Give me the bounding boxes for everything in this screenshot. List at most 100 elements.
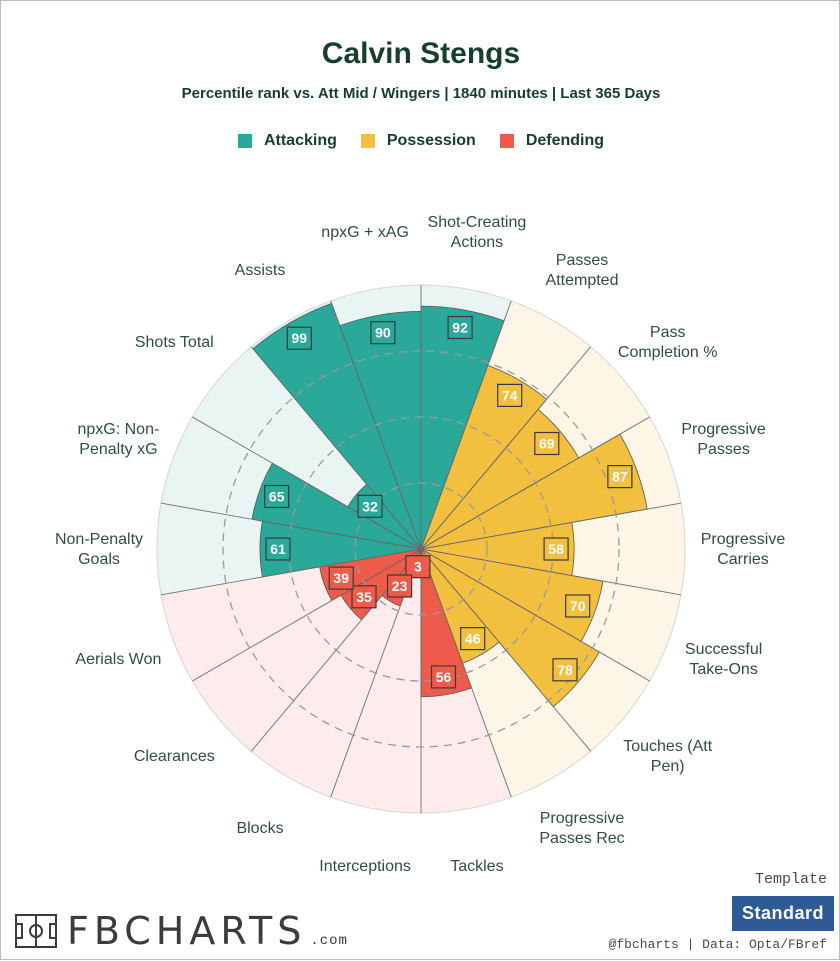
category-label-line: Completion % [618,344,718,361]
category-label-line: Take-Ons [689,661,757,678]
chart-title: Calvin Stengs [321,37,521,70]
spoke [420,300,512,550]
category-label-progressive-carries: Progressive Carries [701,531,786,568]
category-label-touches-att-pen: Touches (Att Pen) [623,738,712,775]
category-label-line: Pen) [651,758,685,775]
value-label-shots-total: 32 [357,494,383,518]
category-label-line: Passes [697,441,749,458]
legend-item-possession: Possession [360,132,476,150]
value-label-passes-attempted: 74 [497,383,523,407]
category-label-non-penalty-goals: Non-Penalty Goals [55,531,143,568]
legend-swatch-defending [499,134,514,148]
value-text-clearances: 35 [356,589,372,605]
spoke [420,548,682,596]
value-box-tackles [430,665,457,689]
value-box-clearances [351,585,377,609]
category-label-line: Progressive [701,531,786,548]
value-text-interceptions: 3 [414,559,422,575]
category-label-interceptions: Interceptions [319,858,411,875]
value-text-shot-creating-actions: 92 [452,320,468,336]
value-label-tackles: 56 [430,665,457,689]
value-label-non-penalty-goals: 61 [265,537,291,561]
data-credit: @fbcharts | Data: Opta/FBref [608,937,827,952]
value-label-clearances: 35 [351,585,377,609]
category-label-line: npxG: Non- [77,421,159,438]
value-text-assists: 99 [292,330,308,346]
spoke [420,502,682,550]
value-text-pass-completion: 69 [539,436,555,452]
category-label-line: Aerials Won [75,651,161,668]
value-labels: 92 74 69 87 58 70 78 46 56 3 23 35 39 61 65 32 99 90 [264,315,633,689]
spoke [250,346,422,550]
value-label-successful-take-ons: 70 [565,594,591,618]
grid-ring-75 [222,350,620,748]
pitch-icon [15,914,57,948]
category-label-passes-attempted: Passes Attempted [546,252,619,289]
spoke [420,346,592,550]
value-box-non-penalty-goals [265,537,291,561]
value-text-passes-attempted: 74 [502,387,518,403]
value-label-touches-att-pen: 78 [552,658,578,682]
value-text-tackles: 56 [436,669,452,685]
legend-swatch-attacking [237,134,252,148]
value-text-successful-take-ons: 70 [570,598,586,614]
category-label-shots-total: Shots Total [135,334,214,351]
legend-label-defending: Defending [525,132,605,149]
category-label-line: Tackles [450,858,503,875]
value-label-progressive-carries: 58 [543,537,569,561]
value-label-assists: 99 [286,326,312,350]
category-label-aerials-won: Aerials Won [75,651,161,668]
value-label-npxg-xag: 90 [370,321,396,345]
category-label-npxg-xag: npxG + xAG [321,224,409,241]
category-label-line: Progressive [681,421,766,438]
category-label-line: Interceptions [319,858,411,875]
legend-swatch-possession [360,134,375,148]
category-label-clearances: Clearances [134,748,215,765]
category-label-line: Blocks [236,820,283,837]
value-label-progressive-passes: 87 [607,465,633,489]
value-box-progressive-passes-rec [460,626,486,651]
category-label-line: Successful [685,641,762,658]
value-box-blocks [387,574,413,598]
template-button[interactable]: Standard [732,896,834,931]
fbcharts-logo[interactable]: FBCHARTS .com [15,911,348,951]
value-text-shots-total: 32 [362,498,378,514]
value-text-npxg-xag: 90 [375,325,391,341]
category-labels: Shot-Creating Actions Passes Attempted Pass C… [55,214,785,875]
value-label-pass-completion: 69 [534,431,560,456]
value-text-non-penalty-goals: 61 [270,541,286,557]
chart-subtitle: Percentile rank vs. Att Mid / Wingers | … [181,85,661,102]
category-label-line: Touches (Att [623,738,712,755]
legend-label-possession: Possession [386,132,476,149]
category-label-line: Attempted [546,272,619,289]
category-label-progressive-passes-rec: Progressive Passes Rec [539,810,624,847]
legend-item-attacking: Attacking [237,132,337,150]
value-text-blocks: 23 [392,578,408,594]
spoke [192,548,422,682]
logo-text: FBCHARTS [67,909,307,953]
value-box-touches-att-pen [552,658,578,682]
value-text-progressive-carries: 58 [548,541,564,557]
logo-domain: .com [310,933,348,949]
category-label-shot-creating-actions: Shot-Creating Actions [428,214,527,251]
category-label-line: Goals [78,551,120,568]
category-label-line: Penalty xG [79,441,157,458]
category-label-npxg-non-penalty-xg: npxG: Non- Penalty xG [77,421,159,458]
category-label-line: Passes [556,252,608,269]
value-text-npxg-non-penalty-xg: 65 [269,489,285,505]
legend: Attacking Possession Defending [1,132,840,150]
category-label-line: Passes Rec [539,830,624,847]
category-label-successful-take-ons: Successful Take-Ons [685,641,762,678]
category-label-line: Shot-Creating [428,214,527,231]
category-label-assists: Assists [235,262,286,279]
value-box-npxg-non-penalty-xg [264,484,290,509]
value-label-shot-creating-actions: 92 [447,315,473,340]
category-label-line: Shots Total [135,334,214,351]
spoke [420,548,650,682]
value-text-aerials-won: 39 [333,570,349,586]
value-box-assists [286,326,312,350]
value-box-shots-total [357,494,383,518]
category-label-line: Clearances [134,748,215,765]
category-label-line: Actions [451,234,503,251]
